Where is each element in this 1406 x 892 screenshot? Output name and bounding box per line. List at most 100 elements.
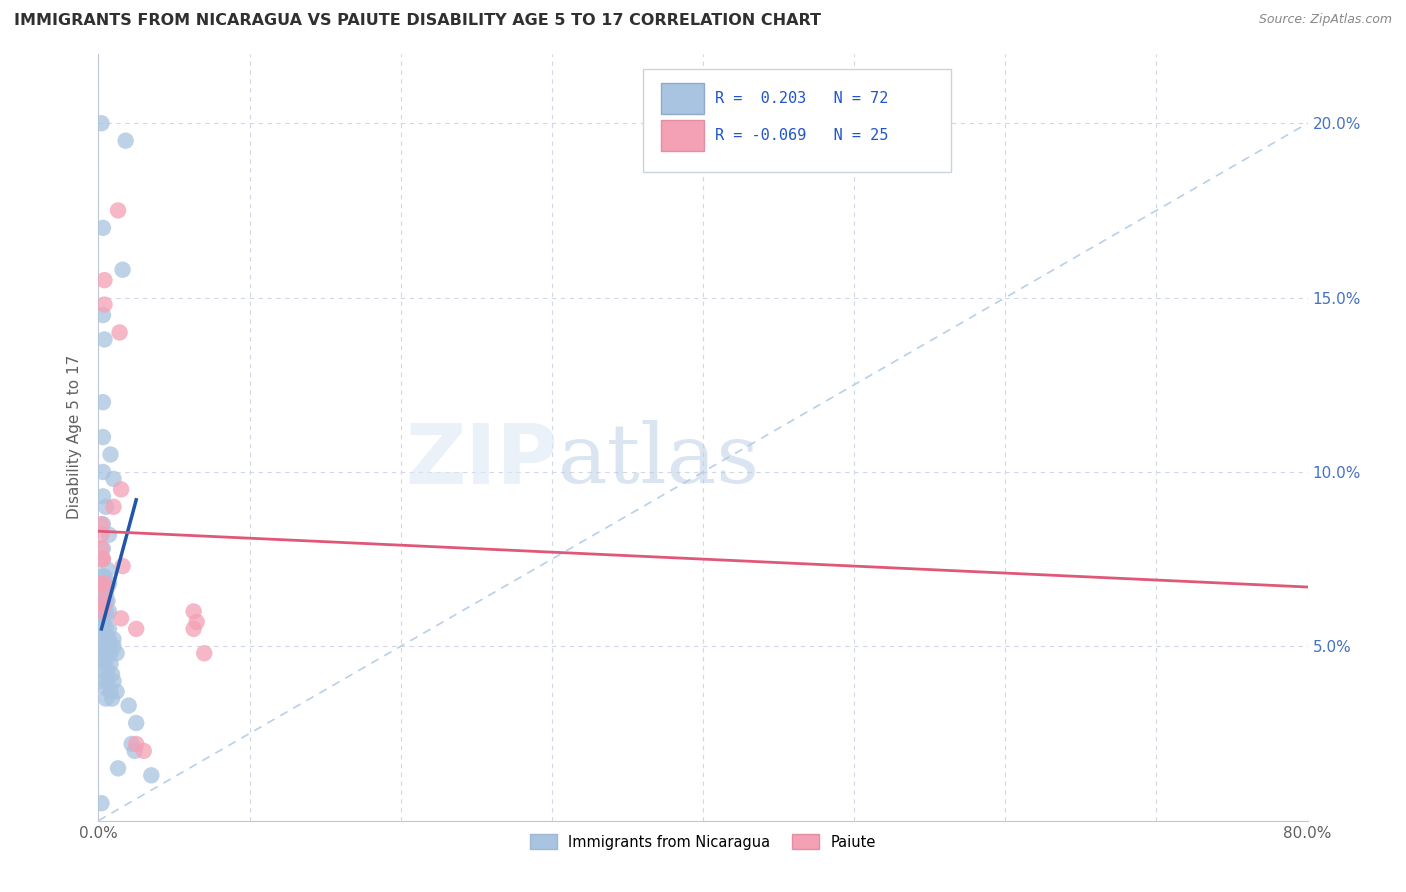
Point	[103, 674, 125, 689]
Point	[96, 674, 118, 689]
Text: IMMIGRANTS FROM NICARAGUA VS PAIUTE DISABILITY AGE 5 TO 17 CORRELATION CHART: IMMIGRANTS FROM NICARAGUA VS PAIUTE DISA…	[14, 13, 821, 29]
Point	[125, 716, 148, 731]
Legend: Immigrants from Nicaragua, Paiute: Immigrants from Nicaragua, Paiute	[524, 829, 882, 855]
Point	[100, 684, 122, 698]
Point	[91, 580, 114, 594]
Point	[94, 646, 117, 660]
Point	[94, 640, 117, 654]
Point	[98, 576, 121, 591]
Point	[110, 611, 132, 625]
Point	[101, 667, 124, 681]
Text: ZIP: ZIP	[405, 419, 558, 500]
Point	[183, 604, 205, 618]
Point	[90, 796, 112, 810]
Point	[91, 430, 114, 444]
Point	[103, 472, 125, 486]
Point	[91, 552, 114, 566]
Point	[110, 483, 132, 497]
Point	[90, 541, 112, 556]
Point	[141, 768, 163, 782]
Point	[98, 632, 121, 647]
Point	[91, 569, 114, 583]
Point	[103, 640, 125, 654]
Point	[91, 611, 114, 625]
Point	[98, 604, 121, 618]
Point	[91, 395, 114, 409]
Point	[90, 527, 112, 541]
Point	[94, 587, 117, 601]
Point	[103, 500, 125, 514]
Point	[111, 262, 134, 277]
Point	[94, 653, 117, 667]
Point	[91, 615, 114, 629]
Point	[91, 640, 114, 654]
Point	[90, 517, 112, 532]
Point	[107, 761, 129, 775]
Point	[91, 220, 114, 235]
Point	[183, 622, 205, 636]
Point	[108, 326, 131, 340]
Point	[91, 664, 114, 678]
Point	[90, 116, 112, 130]
Point	[124, 744, 146, 758]
Point	[111, 559, 134, 574]
Point	[91, 646, 114, 660]
Point	[93, 297, 115, 311]
Point	[98, 527, 121, 541]
Point	[132, 744, 155, 758]
Point	[94, 580, 117, 594]
Point	[186, 615, 208, 629]
FancyBboxPatch shape	[661, 84, 704, 114]
FancyBboxPatch shape	[661, 120, 704, 151]
Point	[91, 653, 114, 667]
Point	[93, 587, 115, 601]
Point	[91, 517, 114, 532]
Point	[91, 604, 114, 618]
Point	[94, 500, 117, 514]
Point	[101, 691, 124, 706]
Text: R = -0.069   N = 25: R = -0.069 N = 25	[716, 128, 889, 143]
Text: Source: ZipAtlas.com: Source: ZipAtlas.com	[1258, 13, 1392, 27]
Point	[94, 629, 117, 643]
Text: atlas: atlas	[558, 420, 761, 500]
Point	[98, 622, 121, 636]
Point	[94, 622, 117, 636]
Point	[94, 594, 117, 608]
Point	[125, 622, 148, 636]
Point	[90, 552, 112, 566]
Point	[105, 646, 128, 660]
Point	[93, 576, 115, 591]
Point	[91, 587, 114, 601]
Point	[91, 308, 114, 322]
Point	[91, 489, 114, 503]
Point	[91, 629, 114, 643]
Point	[103, 632, 125, 647]
Point	[91, 594, 114, 608]
Point	[121, 737, 143, 751]
Point	[93, 598, 115, 612]
Point	[93, 333, 115, 347]
Point	[100, 448, 122, 462]
Point	[96, 594, 118, 608]
Point	[90, 604, 112, 618]
Point	[91, 674, 114, 689]
Point	[105, 684, 128, 698]
Point	[94, 611, 117, 625]
Point	[93, 569, 115, 583]
Point	[90, 587, 112, 601]
Point	[107, 203, 129, 218]
Point	[94, 604, 117, 618]
Point	[91, 552, 114, 566]
Point	[100, 646, 122, 660]
Text: R =  0.203   N = 72: R = 0.203 N = 72	[716, 91, 889, 106]
Point	[96, 664, 118, 678]
Point	[91, 541, 114, 556]
Point	[100, 657, 122, 671]
Point	[90, 576, 112, 591]
Point	[96, 580, 118, 594]
FancyBboxPatch shape	[643, 69, 950, 172]
Point	[193, 646, 215, 660]
Point	[118, 698, 141, 713]
Point	[93, 273, 115, 287]
Point	[91, 465, 114, 479]
